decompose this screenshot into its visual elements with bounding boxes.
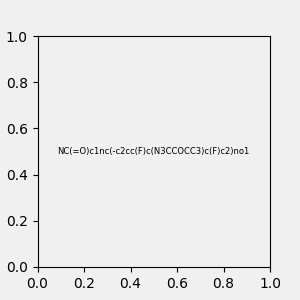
Text: NC(=O)c1nc(-c2cc(F)c(N3CCOCC3)c(F)c2)no1: NC(=O)c1nc(-c2cc(F)c(N3CCOCC3)c(F)c2)no1	[58, 147, 250, 156]
